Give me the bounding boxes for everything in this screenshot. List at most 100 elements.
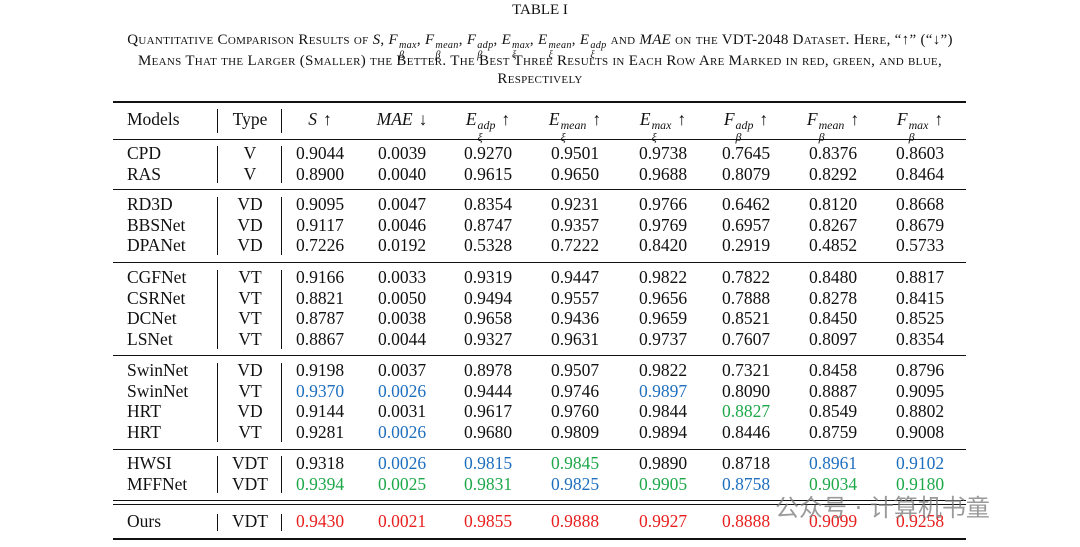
value-cell: 0.9822 <box>638 267 688 287</box>
value-cell: 0.8521 <box>721 308 771 329</box>
column-separator <box>217 197 218 256</box>
value-cell: 0.8480 <box>808 267 858 287</box>
column-separator <box>281 109 282 133</box>
value-cell: 0.9507 <box>550 360 600 380</box>
value-cell: 0.9658 <box>463 308 513 329</box>
math-base: E <box>501 32 512 48</box>
value-cell: 0.8278 <box>808 287 858 308</box>
value-cell: 0.9617 <box>463 401 513 422</box>
value-cell: 0.9809 <box>550 422 600 443</box>
math-scripts: adp ξ <box>478 119 496 144</box>
value-cell: 0.9099 <box>808 511 858 531</box>
value-cell: 0.8978 <box>463 360 513 380</box>
value-cell: 0.2919 <box>721 235 771 256</box>
column-separator <box>281 456 282 494</box>
math-scripts: adp β <box>477 40 493 61</box>
value-cell: 0.8464 <box>895 163 945 184</box>
value-cell: 0.9905 <box>638 473 688 494</box>
value-cell: 0.8376 <box>808 143 858 163</box>
value-cell: 0.0031 <box>377 401 427 422</box>
value-cell: 0.9166 <box>295 267 345 287</box>
arrow: ↑ <box>677 109 687 129</box>
caption-text: , <box>416 32 425 48</box>
caption-text: Respectively <box>497 71 583 87</box>
value-cell: 0.7222 <box>550 235 600 256</box>
column-separator <box>281 514 282 531</box>
value-cell: 0.0050 <box>377 287 427 308</box>
subscript: β <box>818 130 825 145</box>
math-scripts: adp β <box>735 119 754 145</box>
value-cell: 0.0040 <box>377 163 427 184</box>
math-base: F <box>723 109 735 129</box>
value-cell: 0.8679 <box>895 214 945 235</box>
value-cell: 0.7645 <box>721 143 771 163</box>
value-cell: 0.9231 <box>550 194 600 214</box>
arrow: ↑ <box>592 109 602 129</box>
model-cell: RAS <box>127 163 162 184</box>
arrow: ↑ <box>850 109 860 129</box>
value-cell: 0.8458 <box>808 360 858 380</box>
header-cell: Models <box>127 109 180 129</box>
type-cell: VT <box>238 329 262 350</box>
math-base: F <box>896 109 908 129</box>
value-cell: 0.9825 <box>550 473 600 494</box>
type-cell: VT <box>238 287 262 308</box>
value-cell: 0.9095 <box>295 194 345 214</box>
value-cell: 0.8549 <box>808 401 858 422</box>
rule-line <box>113 538 966 540</box>
math-scripts: max β <box>398 39 417 61</box>
model-cell: HRT <box>127 401 161 422</box>
value-cell: 0.9095 <box>895 380 945 401</box>
header-cell: Type <box>233 109 268 129</box>
value-cell: 0.9044 <box>295 143 345 163</box>
caption-line: Means That the Larger (Smaller) the Bett… <box>138 53 942 70</box>
value-cell: 0.9738 <box>638 143 688 163</box>
value-cell: 0.9180 <box>895 473 945 494</box>
value-cell: 0.9769 <box>638 214 688 235</box>
value-cell: 0.8867 <box>295 329 345 350</box>
math-scripts: max β <box>909 119 929 144</box>
value-cell: 0.9831 <box>463 473 513 494</box>
caption-text: , <box>458 32 467 48</box>
subscript: β <box>735 130 742 145</box>
caption-text: and <box>606 32 640 48</box>
value-cell: 0.8900 <box>295 163 345 184</box>
model-cell: DCNet <box>127 308 177 329</box>
watermark: 公众号 · 计算机书童 <box>775 494 990 522</box>
model-cell: MFFNet <box>127 473 188 494</box>
value-cell: 0.9319 <box>463 267 513 287</box>
value-cell: 0.0037 <box>377 360 427 380</box>
value-cell: 0.9927 <box>638 511 688 531</box>
value-cell: 0.9631 <box>550 329 600 350</box>
header-text: Type <box>232 109 268 129</box>
value-cell: 0.8759 <box>808 422 858 443</box>
value-cell: 0.8090 <box>721 380 771 401</box>
column-separator <box>281 146 282 184</box>
value-cell: 0.9855 <box>463 511 513 531</box>
value-cell: 0.9494 <box>463 287 513 308</box>
value-cell: 0.9394 <box>295 473 345 494</box>
value-cell: 0.9890 <box>638 453 688 473</box>
value-cell: 0.9444 <box>463 380 513 401</box>
superscript: max <box>651 118 672 133</box>
arrow: ↑ <box>759 109 769 129</box>
type-cell: VT <box>238 267 262 287</box>
value-cell: 0.9760 <box>550 401 600 422</box>
math: MAE ↓ <box>377 109 428 129</box>
caption-text: , <box>571 32 580 48</box>
value-cell: 0.5733 <box>895 235 945 256</box>
math-base: E <box>639 109 651 129</box>
caption-line: Respectively <box>497 71 582 88</box>
column-separator <box>217 363 218 442</box>
value-cell: 0.0192 <box>377 235 427 256</box>
superscript: max <box>398 39 417 51</box>
model-cell: RD3D <box>127 194 173 214</box>
model-cell: HWSI <box>127 453 172 473</box>
type-cell: VD <box>237 401 263 422</box>
